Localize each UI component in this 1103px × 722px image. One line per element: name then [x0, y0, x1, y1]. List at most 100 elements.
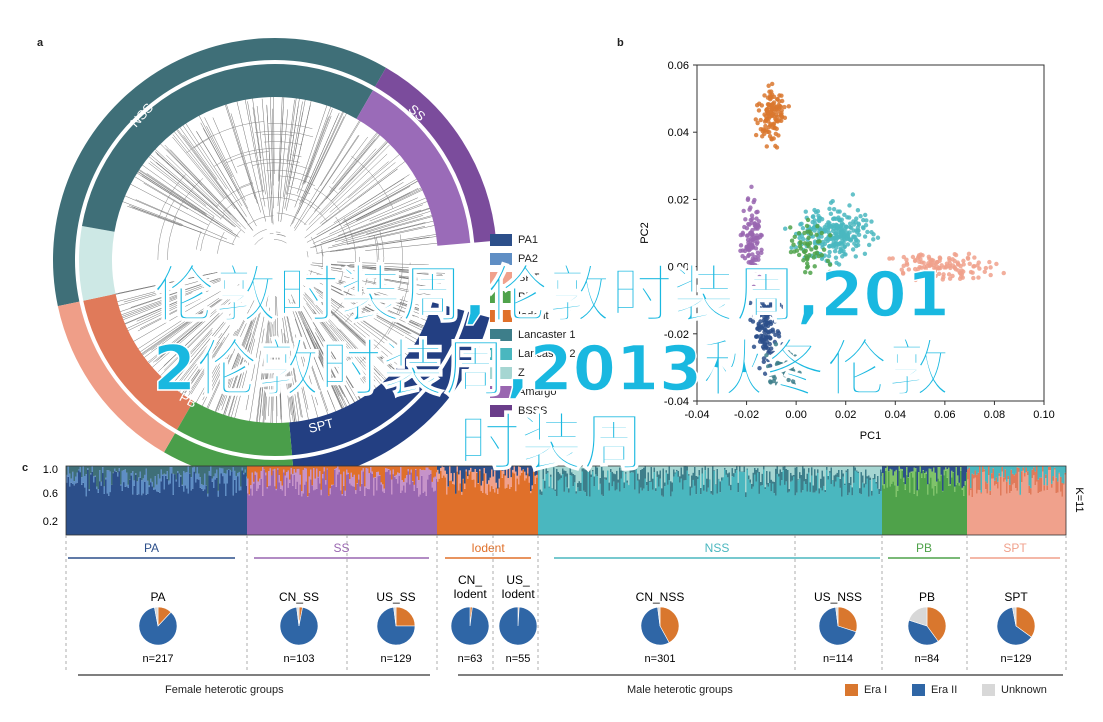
admixture-bar [665, 466, 668, 471]
branch-line [148, 143, 219, 208]
admixture-bar [458, 490, 460, 535]
branch-line [206, 125, 233, 178]
admixture-bar [199, 477, 202, 488]
admixture-bar [613, 473, 615, 482]
legend-swatch [490, 385, 512, 398]
branch-line [129, 168, 197, 211]
admixture-bar [319, 483, 321, 535]
admixture-bar [91, 471, 94, 535]
admixture-bar [698, 475, 701, 535]
admixture-bar [268, 470, 270, 486]
admixture-bar [123, 470, 125, 483]
legend-era-1: Era I [845, 684, 887, 696]
admixture-bar [566, 473, 569, 488]
branch-line [313, 286, 417, 359]
admixture-bar [712, 466, 714, 495]
legend-item: Z [490, 363, 575, 382]
admixture-bar [818, 493, 821, 535]
admixture-bar [268, 485, 270, 535]
admixture-bar [97, 492, 100, 535]
branch-line [296, 303, 344, 395]
admixture-bar [178, 473, 181, 487]
branch-line [291, 301, 335, 409]
admixture-bar [653, 467, 656, 473]
admixture-bar [391, 479, 393, 495]
admixture-bar [722, 466, 725, 478]
admixture-bar [172, 494, 175, 535]
admixture-bar [787, 469, 789, 493]
branch-line [336, 236, 437, 252]
admixture-bar [727, 473, 729, 478]
admixture-bar [385, 472, 387, 535]
admixture-bar [658, 474, 660, 487]
admixture-bar [833, 466, 836, 476]
admixture-bar [491, 469, 493, 487]
admixture-bar [850, 476, 852, 486]
admixture-bar [734, 472, 737, 535]
admixture-bar [403, 481, 405, 486]
admixture-bar [150, 482, 152, 535]
admixture-bar [880, 469, 882, 492]
legend-label: Lancaster 1 [518, 328, 576, 341]
branch-line [304, 292, 392, 388]
admixture-bar [171, 473, 173, 535]
branch-arc [305, 270, 313, 283]
admixture-bar [650, 481, 653, 535]
admixture-bar [403, 485, 405, 535]
admixture-bar [1054, 467, 1056, 470]
admixture-bar [283, 469, 285, 473]
admixture-bar [900, 466, 902, 469]
legend-label: Lancaster 2 [518, 347, 576, 360]
admixture-bar [781, 466, 783, 472]
admixture-bar [1021, 482, 1023, 535]
branch-line [319, 144, 390, 216]
admixture-bar [686, 470, 689, 535]
admixture-bar [574, 466, 576, 476]
admixture-bar [456, 466, 459, 472]
admixture-bar [427, 479, 429, 535]
admixture-bar [479, 470, 481, 535]
admixture-bar [240, 486, 242, 491]
admixture-bar [817, 472, 819, 535]
admixture-bar [392, 466, 395, 470]
admixture-bar [686, 466, 689, 471]
admixture-bar [997, 481, 999, 489]
admixture-bar [797, 466, 800, 480]
admixture-bar [515, 491, 517, 535]
admixture-bar [280, 481, 282, 489]
admixture-bar [308, 466, 311, 477]
admixture-bar [216, 477, 218, 535]
admixture-bar [778, 473, 780, 477]
admixture-bar [446, 494, 448, 535]
admixture-bar [647, 466, 650, 473]
branch-line [129, 163, 207, 216]
admixture-bar [578, 481, 581, 492]
admixture-bar [186, 472, 188, 489]
pca-point [811, 225, 817, 230]
admixture-bar [302, 469, 305, 494]
admixture-bar [148, 487, 151, 535]
admixture-bar [539, 466, 542, 490]
branch-arc [351, 155, 394, 209]
admixture-bar [251, 495, 254, 535]
pie-slice [498, 606, 538, 646]
admixture-bar [476, 466, 478, 472]
admixture-bar [391, 466, 393, 480]
admixture-bar [665, 470, 668, 473]
admixture-bar [488, 480, 490, 485]
branch-line [255, 343, 266, 428]
branch-line [370, 267, 445, 274]
pca-point [843, 224, 849, 229]
admixture-bar [721, 477, 723, 481]
pca-point [770, 81, 775, 87]
admixture-bar [736, 470, 738, 535]
admixture-bar [646, 481, 648, 486]
branch-line [340, 137, 390, 190]
admixture-bar [850, 466, 852, 477]
admixture-bar [160, 481, 163, 535]
arc-inner-nss [81, 63, 373, 232]
admixture-bar [525, 478, 528, 535]
admixture-bar [340, 466, 342, 475]
admixture-bar [527, 473, 529, 535]
admixture-bar [468, 466, 471, 471]
